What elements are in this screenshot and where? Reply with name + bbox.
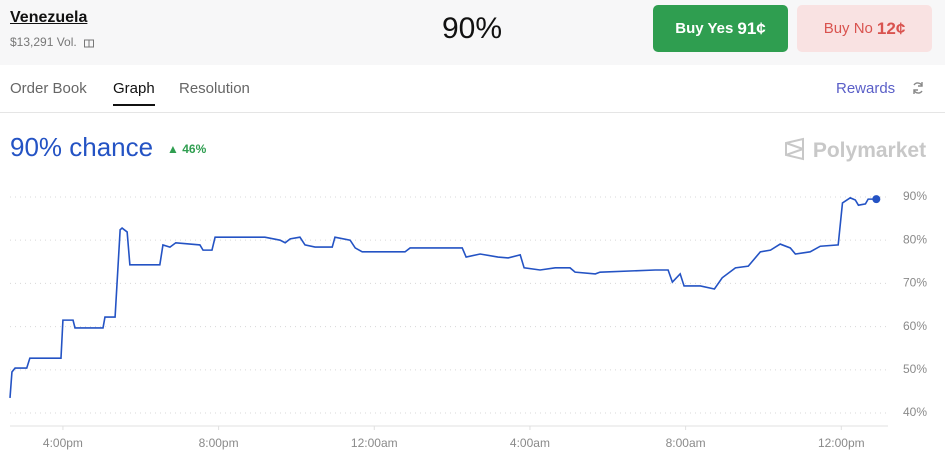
brand-name: Polymarket bbox=[812, 139, 927, 162]
y-tick-label: 90% bbox=[903, 189, 927, 203]
x-tick-label: 12:00pm bbox=[818, 436, 865, 450]
market-title[interactable]: Venezuela bbox=[10, 9, 88, 26]
probability: 90% bbox=[442, 12, 503, 45]
change: ▲ 46% bbox=[167, 142, 207, 156]
x-tick-label: 8:00pm bbox=[199, 436, 239, 450]
y-tick-label: 50% bbox=[903, 362, 927, 376]
tab-active[interactable]: Graph bbox=[113, 80, 155, 106]
refresh-icon[interactable] bbox=[911, 81, 925, 95]
buy-yes-label: Buy Yes bbox=[675, 20, 734, 37]
volume: $13,291 Vol. bbox=[10, 35, 95, 49]
y-tick-label: 40% bbox=[903, 405, 927, 419]
brand-logo bbox=[785, 137, 804, 161]
y-tick-label: 80% bbox=[903, 232, 927, 246]
buy-yes-price: 91¢ bbox=[737, 18, 766, 38]
x-tick-label: 4:00pm bbox=[43, 436, 83, 450]
rewards-link[interactable]: Rewards bbox=[836, 80, 896, 97]
buy-yes-button[interactable]: Buy Yes 91¢ bbox=[653, 5, 788, 52]
chance-title: 90% chance bbox=[10, 132, 154, 162]
gift-icon[interactable] bbox=[83, 36, 95, 48]
tab[interactable]: Resolution bbox=[179, 80, 250, 97]
y-tick-label: 70% bbox=[903, 276, 927, 290]
buy-no-label: Buy No bbox=[823, 20, 873, 37]
x-tick-label: 8:00am bbox=[666, 436, 706, 450]
tab[interactable]: Order Book bbox=[10, 80, 87, 97]
price-line bbox=[9, 196, 877, 398]
divider bbox=[0, 112, 945, 113]
market-header: Venezuela $13,291 Vol. 90% Buy Yes 91¢ Bu… bbox=[0, 0, 945, 65]
y-tick-label: 60% bbox=[903, 319, 927, 333]
change-value: 46% bbox=[182, 142, 207, 156]
brand: Polymarket bbox=[783, 137, 926, 163]
volume-text: $13,291 Vol. bbox=[10, 35, 77, 49]
x-tick-label: 12:00am bbox=[351, 436, 398, 450]
last-point bbox=[872, 195, 881, 204]
buy-no-button[interactable]: Buy No 12¢ bbox=[797, 5, 932, 52]
buy-no-price: 12¢ bbox=[876, 18, 906, 38]
x-tick-label: 4:00am bbox=[510, 436, 550, 450]
